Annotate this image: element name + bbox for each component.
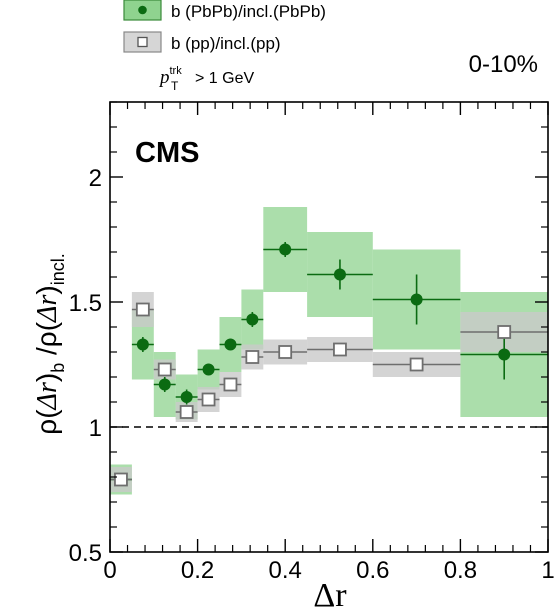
legend-entry-pp: b (pp)/incl.(pp) (123, 31, 281, 53)
data-point-pbpb-1 (136, 338, 149, 351)
data-point-pbpb-5 (224, 338, 237, 351)
experiment-label: CMS (135, 137, 199, 169)
axis-ticks (109, 101, 549, 553)
legend-label-pbpb: b (PbPb)/incl.(PbPb) (171, 2, 326, 21)
data-point-pbpb-8 (333, 268, 346, 281)
data-point-pp-3 (179, 405, 194, 419)
centrality-label: 0-10% (469, 51, 538, 78)
legend: b (PbPb)/incl.(PbPb) b (pp)/incl.(pp) pt… (123, 0, 326, 93)
pt-symbol: p (158, 67, 170, 88)
data-markers (114, 243, 512, 487)
data-point-pbpb-4 (202, 363, 215, 376)
data-point-pp-7 (278, 345, 293, 359)
y-tick-label-1: 1 (89, 415, 102, 442)
x-tick-label-1: 0.2 (181, 557, 214, 584)
pt-superscript: trk (170, 65, 183, 77)
y-tick-label-2: 1.5 (69, 290, 102, 317)
data-point-pp-5 (223, 377, 238, 392)
pt-subscript: T (171, 79, 179, 93)
data-point-pp-0 (114, 472, 128, 487)
data-point-pp-8 (333, 342, 347, 357)
track-pt-selection: ptrk T > 1 GeV (158, 65, 254, 93)
data-point-pbpb-3 (180, 391, 193, 403)
legend-marker-pbpb (138, 5, 147, 15)
data-point-pp-4 (201, 392, 216, 407)
data-point-pp-1 (135, 302, 150, 317)
data-point-pbpb-7 (279, 243, 292, 256)
legend-marker-pp (137, 36, 148, 48)
data-point-pp-6 (245, 350, 260, 364)
x-tick-label-3: 0.6 (356, 557, 389, 584)
x-tick-label-4: 0.8 (444, 557, 477, 584)
y-tick-label-0: 0.5 (69, 540, 102, 567)
data-point-pp-2 (157, 362, 172, 377)
x-axis-label: Δr (313, 577, 347, 614)
data-point-pp-10 (497, 325, 512, 339)
data-point-pbpb-10 (498, 348, 511, 361)
data-point-pbpb-9 (410, 293, 423, 306)
data-point-pbpb-2 (158, 378, 171, 391)
data-point-pbpb-6 (246, 313, 259, 326)
data-point-pp-9 (409, 357, 424, 372)
x-tick-label-2: 0.4 (269, 557, 302, 584)
systematic-bands (110, 207, 548, 495)
y-axis-label: ρ(Δr)b /ρ(Δr)incl. (31, 253, 68, 434)
legend-entry-pbpb: b (PbPb)/incl.(PbPb) (123, 0, 326, 21)
pt-cut: > 1 GeV (195, 70, 254, 87)
y-tick-label-3: 2 (89, 165, 102, 192)
legend-label-pp: b (pp)/incl.(pp) (171, 34, 281, 53)
x-tick-label-5: 1 (541, 557, 554, 584)
axis-tick-labels: 0 0.2 0.4 0.6 0.8 1 0.5 1 1.5 2 (69, 165, 555, 584)
x-tick-label-0: 0 (103, 557, 116, 584)
